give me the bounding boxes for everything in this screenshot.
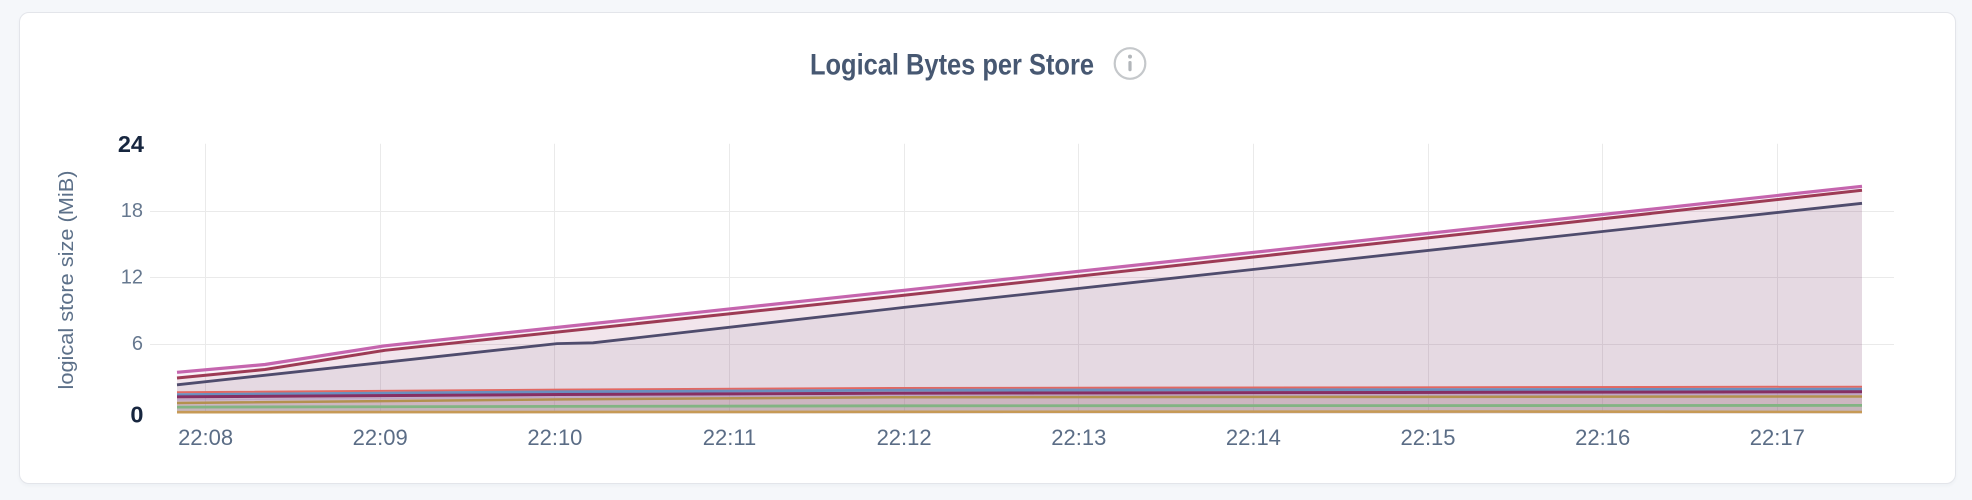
svg-text:18: 18 [121,200,143,222]
svg-text:22:09: 22:09 [353,425,408,450]
svg-text:logical store size (MiB): logical store size (MiB) [56,171,78,390]
svg-text:6: 6 [132,333,143,355]
svg-text:22:17: 22:17 [1750,425,1805,450]
svg-text:22:15: 22:15 [1400,425,1455,450]
svg-text:24: 24 [118,131,144,157]
svg-text:22:11: 22:11 [703,425,756,450]
svg-text:22:16: 22:16 [1575,425,1630,450]
svg-text:22:10: 22:10 [527,425,582,450]
svg-text:0: 0 [130,401,143,427]
svg-text:22:14: 22:14 [1226,425,1281,450]
svg-text:12: 12 [121,267,143,289]
svg-text:22:08: 22:08 [178,425,233,450]
svg-text:22:12: 22:12 [877,425,932,450]
svg-text:Logical Bytes per Store: Logical Bytes per Store [810,49,1094,82]
svg-text:22:13: 22:13 [1051,425,1106,450]
